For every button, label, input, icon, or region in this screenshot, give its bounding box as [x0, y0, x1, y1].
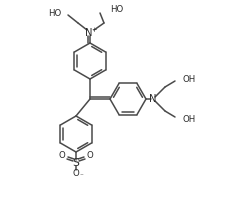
Text: OH: OH: [183, 114, 196, 124]
Text: O: O: [87, 151, 93, 161]
Text: N: N: [149, 94, 157, 104]
Text: HO: HO: [48, 9, 61, 18]
Text: S: S: [73, 158, 79, 168]
Text: ⁻: ⁻: [79, 173, 83, 179]
Text: O: O: [59, 151, 65, 161]
Text: +: +: [91, 27, 97, 33]
Text: HO: HO: [110, 6, 123, 15]
Text: OH: OH: [183, 74, 196, 84]
Text: N: N: [85, 28, 93, 38]
Text: O: O: [73, 169, 79, 178]
